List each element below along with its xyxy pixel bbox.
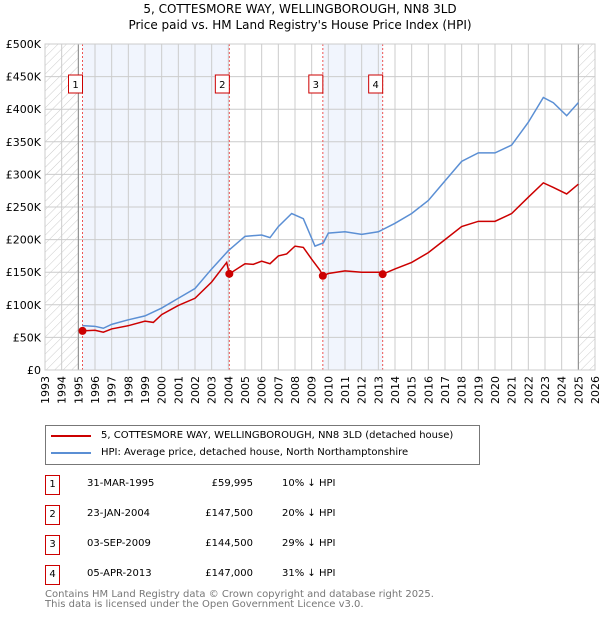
plot-border bbox=[44, 43, 596, 371]
x-tick-label: 2018 bbox=[456, 376, 469, 404]
sale-price: £59,995 bbox=[211, 478, 253, 489]
x-tick-label: 2005 bbox=[239, 376, 252, 404]
x-tick-label: 2016 bbox=[422, 376, 435, 404]
y-tick-label: £450K bbox=[6, 71, 42, 84]
x-tick-label: 1998 bbox=[122, 376, 135, 404]
sale-point bbox=[225, 269, 234, 278]
y-tick-label: £500K bbox=[6, 38, 42, 51]
sale-row: 3 03-SEP-2009 £144,500 29% ↓ HPI bbox=[45, 535, 505, 555]
x-tick-label: 2024 bbox=[556, 376, 569, 404]
sale-number: 3 bbox=[45, 535, 60, 555]
sale-marker-box bbox=[68, 74, 83, 94]
sale-number: 1 bbox=[45, 475, 60, 495]
footer-line: Contains HM Land Registry data © Crown c… bbox=[45, 589, 434, 600]
x-tick-label: 2011 bbox=[339, 376, 352, 404]
footer: Contains HM Land Registry data © Crown c… bbox=[45, 590, 434, 610]
x-tick-label: 2008 bbox=[289, 376, 302, 404]
legend-item-property: 5, COTTESMORE WAY, WELLINGBOROUGH, NN8 3… bbox=[51, 430, 453, 441]
y-tick-label: £100K bbox=[6, 299, 42, 312]
price-chart: 1993 1994 1995 1996 1997 1998 1999 2000 2001 2002… bbox=[6, 38, 600, 404]
x-tick-label: 2001 bbox=[172, 376, 185, 404]
legend-swatch-blue bbox=[51, 451, 91, 454]
legend-item-hpi: HPI: Average price, detached house, Nort… bbox=[51, 447, 408, 458]
x-tick-label: 2010 bbox=[322, 376, 335, 404]
sale-date: 31-MAR-1995 bbox=[87, 478, 155, 489]
chart-title: 5, COTTESMORE WAY, WELLINGBOROUGH, NN8 3… bbox=[143, 2, 457, 16]
sale-hpi-diff: 10% ↓ HPI bbox=[282, 478, 336, 489]
x-tick-label: 2020 bbox=[489, 376, 502, 404]
x-tick-label: 2003 bbox=[206, 376, 219, 404]
sale-price: £147,500 bbox=[205, 508, 253, 519]
x-tick-label: 1993 bbox=[39, 376, 52, 404]
x-tick-label: 2009 bbox=[306, 376, 319, 404]
y-tick-label: £150K bbox=[6, 266, 42, 279]
x-tick-label: 2004 bbox=[222, 376, 235, 404]
x-tick-label: 2013 bbox=[372, 376, 385, 404]
sale-marker-label: 3 bbox=[313, 80, 319, 91]
x-tick-label: 2017 bbox=[439, 376, 452, 404]
y-tick-label: £350K bbox=[6, 136, 42, 149]
sale-marker-box bbox=[214, 74, 230, 94]
x-tick-label: 1996 bbox=[89, 376, 102, 404]
x-tick-label: 2012 bbox=[356, 376, 369, 404]
sale-hpi-diff: 31% ↓ HPI bbox=[282, 568, 336, 579]
sale-price: £147,000 bbox=[205, 568, 253, 579]
x-tick-label: 2007 bbox=[272, 376, 285, 404]
sale-price: £144,500 bbox=[205, 538, 253, 549]
sale-marker-label: 2 bbox=[219, 80, 225, 91]
x-tick-label: 2021 bbox=[506, 376, 519, 404]
x-tick-label: 2002 bbox=[189, 376, 202, 404]
x-tick-label: 2014 bbox=[389, 376, 402, 404]
sale-row: 4 05-APR-2013 £147,000 31% ↓ HPI bbox=[45, 565, 505, 585]
x-tick-label: 1994 bbox=[56, 376, 69, 404]
sale-point bbox=[78, 326, 87, 335]
x-tick-label: 1999 bbox=[139, 376, 152, 404]
sale-marker-box bbox=[368, 74, 384, 94]
y-tick-label: £0 bbox=[27, 364, 41, 377]
sale-marker-label: 4 bbox=[372, 80, 378, 91]
y-tick-label: £200K bbox=[6, 234, 42, 247]
x-tick-label: 2000 bbox=[156, 376, 169, 404]
sale-point bbox=[318, 271, 327, 280]
x-tick-label: 1997 bbox=[106, 376, 119, 404]
sale-hpi-diff: 29% ↓ HPI bbox=[282, 538, 336, 549]
sale-marker-box bbox=[308, 74, 324, 94]
price-paid-line bbox=[82, 181, 579, 333]
x-tick-label: 2022 bbox=[522, 376, 535, 404]
sale-number: 4 bbox=[45, 565, 60, 585]
sale-marker-label: 1 bbox=[72, 80, 78, 91]
x-tick-label: 2023 bbox=[539, 376, 552, 404]
legend-label: HPI: Average price, detached house, Nort… bbox=[101, 447, 409, 458]
sale-row: 2 23-JAN-2004 £147,500 20% ↓ HPI bbox=[45, 505, 505, 525]
x-tick-label: 2006 bbox=[256, 376, 269, 404]
x-tick-label: 2019 bbox=[472, 376, 485, 404]
sale-row: 1 31-MAR-1995 £59,995 10% ↓ HPI bbox=[45, 475, 505, 495]
legend: 5, COTTESMORE WAY, WELLINGBOROUGH, NN8 3… bbox=[45, 425, 480, 465]
y-tick-label: £250K bbox=[6, 201, 42, 214]
sale-number: 2 bbox=[45, 505, 60, 525]
x-tick-label: 2025 bbox=[572, 376, 585, 404]
x-tick-label: 2026 bbox=[589, 376, 600, 404]
y-tick-label: £300K bbox=[6, 168, 42, 181]
hpi-line bbox=[82, 96, 579, 330]
sale-date: 03-SEP-2009 bbox=[87, 538, 151, 549]
y-tick-label: £50K bbox=[13, 331, 42, 344]
legend-label: 5, COTTESMORE WAY, WELLINGBOROUGH, NN8 3… bbox=[101, 430, 454, 441]
sale-date: 05-APR-2013 bbox=[87, 568, 152, 579]
sale-point bbox=[378, 270, 387, 279]
sale-hpi-diff: 20% ↓ HPI bbox=[282, 508, 336, 519]
footer-line: This data is licensed under the Open Gov… bbox=[45, 599, 364, 610]
x-tick-label: 1995 bbox=[72, 376, 85, 404]
sale-date: 23-JAN-2004 bbox=[87, 508, 151, 519]
chart-subtitle: Price paid vs. HM Land Registry's House … bbox=[128, 18, 472, 32]
x-tick-label: 2015 bbox=[406, 376, 419, 404]
legend-swatch-red bbox=[51, 434, 91, 437]
y-tick-label: £400K bbox=[6, 103, 42, 116]
